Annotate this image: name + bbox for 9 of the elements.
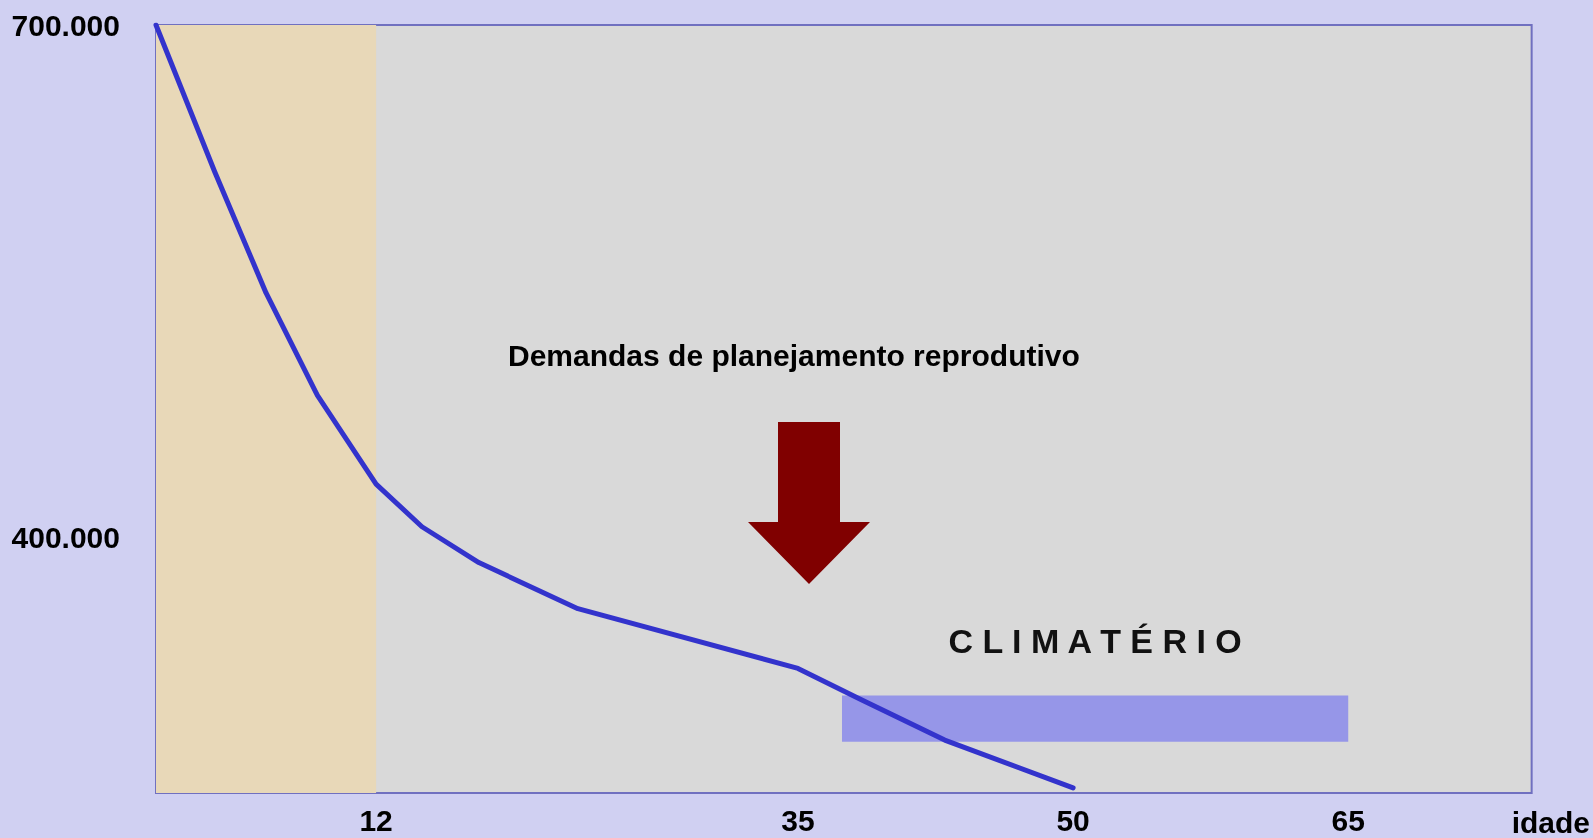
x-tick-label: 50: [1056, 803, 1090, 837]
x-tick-label: 35: [781, 803, 815, 837]
x-tick-label: 12: [359, 803, 393, 837]
y-tick-label: 400.000: [11, 520, 120, 554]
y-tick-label: 700.000: [11, 8, 120, 42]
x-tick-label: 65: [1331, 803, 1365, 837]
x-axis-title: idade: [1511, 805, 1590, 838]
band-label: C L I M A T É R I O: [948, 621, 1242, 660]
annotation: Demandas de planejamento reprodutivo: [508, 338, 1080, 372]
